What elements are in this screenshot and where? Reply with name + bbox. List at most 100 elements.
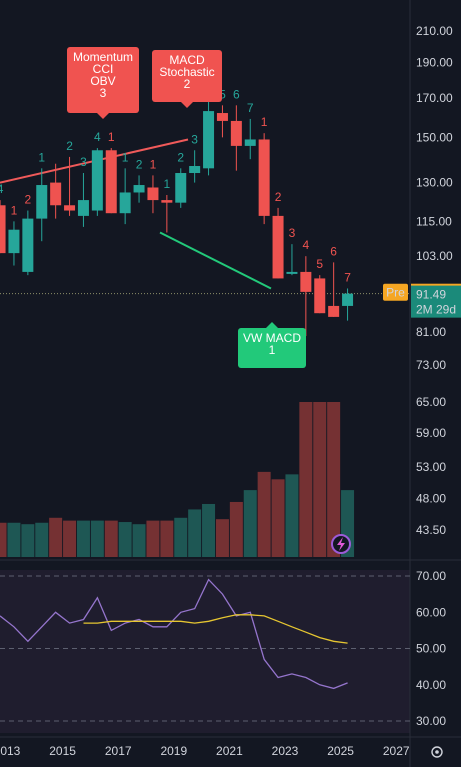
sequential-count-label: 2 <box>136 157 143 171</box>
volume-bar <box>132 524 146 557</box>
candle-body[interactable] <box>0 205 6 254</box>
candle-body[interactable] <box>272 215 284 279</box>
candle-body[interactable] <box>314 278 326 314</box>
sequential-count-label: 2 <box>25 193 32 207</box>
rsi-signal-line <box>83 614 348 644</box>
candle-body[interactable] <box>189 166 201 174</box>
sequential-count-label: 7 <box>344 270 351 284</box>
candle-body[interactable] <box>36 185 48 219</box>
divergence-callout[interactable] <box>238 328 306 368</box>
candle-body[interactable] <box>342 293 354 306</box>
sequential-count-label: 1 <box>261 115 268 129</box>
sequential-count-label: 4 <box>94 130 101 144</box>
candle-body[interactable] <box>77 200 89 216</box>
candle-body[interactable] <box>286 271 298 274</box>
candle-body[interactable] <box>133 185 145 193</box>
last-price-value: 91.49 <box>416 288 446 302</box>
callout-pointer <box>266 322 278 328</box>
pre-market-label: Pre <box>386 286 405 300</box>
volume-bar <box>299 402 313 557</box>
price-axis-tick-label: 81.00 <box>416 325 446 339</box>
rsi-axis-tick-label: 50.00 <box>416 642 446 656</box>
sequential-count-label: 2 <box>275 190 282 204</box>
volume-axis-tick-label: 48.00 <box>416 492 446 506</box>
candle-body[interactable] <box>105 150 117 214</box>
volume-bar <box>118 522 132 557</box>
time-axis-tick-label: 2027 <box>383 744 410 758</box>
flash-icon-bolt <box>337 537 345 551</box>
rsi-axis-tick-label: 70.00 <box>416 569 446 583</box>
volume-bar <box>327 402 341 557</box>
sequential-count-label: 1 <box>38 150 45 164</box>
sequential-count-label: 7 <box>247 101 254 115</box>
volume-bar <box>146 520 160 557</box>
time-axis-tick-label: 2017 <box>105 744 132 758</box>
volume-bar <box>21 524 35 557</box>
sequential-count-label: 5 <box>219 87 226 101</box>
volume-bar <box>63 520 77 557</box>
candle-body[interactable] <box>119 192 131 214</box>
rsi-axis-tick-label: 60.00 <box>416 605 446 619</box>
candle-body[interactable] <box>64 205 76 211</box>
volume-bar <box>174 517 188 557</box>
volume-axis-tick-label: 65.00 <box>416 395 446 409</box>
sequential-count-label: 1 <box>164 177 171 191</box>
volume-bar <box>35 522 49 557</box>
divergence-callout-text: Stochastic <box>159 65 214 79</box>
candle-body[interactable] <box>258 139 270 216</box>
candle-body[interactable] <box>328 305 340 317</box>
volume-axis-tick-label: 43.50 <box>416 523 446 537</box>
volume-bar <box>243 490 257 557</box>
sequential-count-label: 5 <box>316 257 323 271</box>
volume-bar <box>271 479 285 557</box>
candle-body[interactable] <box>216 113 228 121</box>
divergence-callout[interactable] <box>67 47 139 113</box>
price-axis-tick-label: 130.00 <box>416 176 453 190</box>
price-axis-tick-label: 73.00 <box>416 358 446 372</box>
divergence-callout-text: 1 <box>269 343 276 357</box>
settings-icon[interactable] <box>431 746 443 758</box>
bar-countdown: 2M 29d <box>416 303 456 317</box>
divergence-callout[interactable] <box>152 50 222 102</box>
sequential-count-label: 6 <box>330 244 337 258</box>
volume-bar <box>229 501 243 557</box>
time-axis-tick-label: 2025 <box>327 744 354 758</box>
volume-axis-tick-label: 59.00 <box>416 426 446 440</box>
candle-body[interactable] <box>175 173 187 203</box>
candle-body[interactable] <box>22 218 34 272</box>
rsi-axis-tick-label: 40.00 <box>416 678 446 692</box>
sequential-count-label: 1 <box>150 157 157 171</box>
volume-bar <box>285 474 299 557</box>
price-axis-tick-label: 115.00 <box>416 214 452 228</box>
candle-body[interactable] <box>300 271 312 292</box>
divergence-callout-text: OBV <box>90 74 115 88</box>
sequential-count-label: 6 <box>233 87 240 101</box>
candle-body[interactable] <box>230 120 242 146</box>
last-price-badge <box>411 285 461 318</box>
candle-body[interactable] <box>203 111 215 169</box>
sequential-count-label: 2 <box>66 139 73 153</box>
volume-axis-tick-label: 53.00 <box>416 460 446 474</box>
sequential-count-label: 3 <box>191 132 198 146</box>
candle-body[interactable] <box>91 150 103 211</box>
volume-bar <box>76 520 90 557</box>
bullish-divergence-line <box>159 231 272 290</box>
price-axis-tick-label: 103.00 <box>416 249 453 263</box>
volume-bar <box>104 520 118 557</box>
sequential-count-label: 3 <box>80 155 87 169</box>
sequential-count-label: 4 <box>303 238 310 252</box>
divergence-callout-text: MACD <box>169 53 205 67</box>
candle-body[interactable] <box>244 139 256 146</box>
sequential-count-label: 2 <box>177 150 184 164</box>
candle-body[interactable] <box>50 182 62 206</box>
price-axis-tick-label: 190.00 <box>416 56 453 70</box>
candle-body[interactable] <box>161 200 173 203</box>
candle-body[interactable] <box>147 187 159 201</box>
divergence-callout-text: 2 <box>184 77 191 91</box>
settings-icon-center <box>435 750 439 754</box>
divergence-callout-text: CCI <box>93 62 114 76</box>
candle-body[interactable] <box>8 229 20 254</box>
time-axis-tick-label: 2019 <box>160 744 187 758</box>
